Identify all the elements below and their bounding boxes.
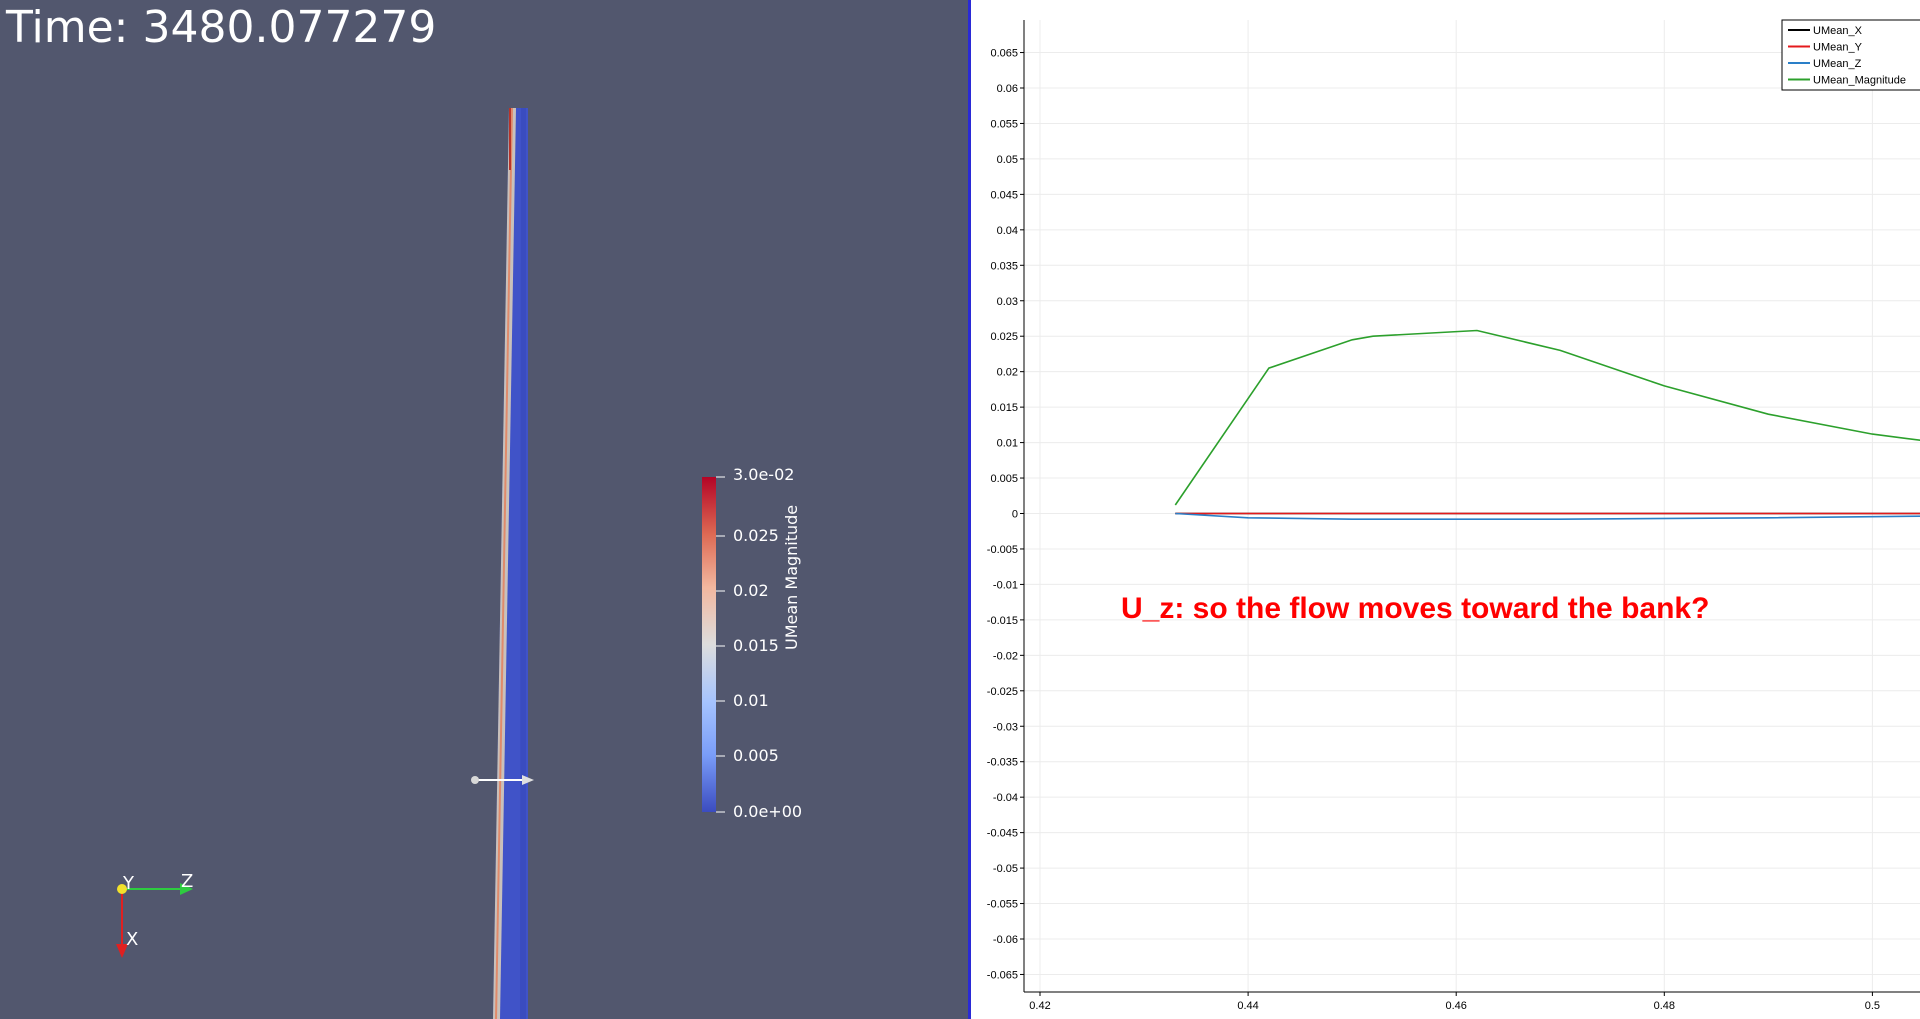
- y-tick-label: -0.005: [987, 544, 1018, 556]
- y-tick-label: -0.035: [987, 757, 1018, 769]
- y-tick-label: 0.025: [990, 331, 1018, 343]
- y-tick-label: 0.02: [997, 367, 1018, 379]
- colorbar-tick-label: 0.025: [733, 526, 779, 545]
- line-chart: 0.065 0.06 0.055 0.05 0.045 0.04 0.035 0.03 0.02…: [987, 19, 1920, 1012]
- series-line-umean_magnitude: [1174, 329, 1920, 506]
- y-tick-label: -0.05: [993, 863, 1018, 875]
- render-view[interactable]: Time: 3480.077279 3.0e-02 0.025 0.02 0.0…: [0, 0, 968, 1019]
- legend-label: UMean_Magnitude: [1813, 75, 1906, 87]
- y-tick-label: -0.02: [993, 650, 1018, 662]
- y-tick-label: 0.045: [990, 189, 1018, 201]
- colorbar-tick-label: 0.02: [733, 581, 769, 600]
- colorbar: [702, 476, 725, 813]
- y-tick-label: -0.045: [987, 828, 1018, 840]
- x-tick-label: 0.42: [1029, 1000, 1050, 1012]
- x-tick-label: 0.5: [1865, 1000, 1880, 1012]
- y-tick-label: 0.01: [997, 438, 1018, 450]
- series-line-umean_z: [1175, 512, 1920, 521]
- y-tick-label: 0.04: [997, 225, 1018, 237]
- probe-line[interactable]: [471, 775, 534, 785]
- y-tick-label: 0.06: [997, 83, 1018, 95]
- channel-domain: [493, 108, 528, 1019]
- y-tick-label: -0.03: [993, 721, 1018, 733]
- legend-label: UMean_Y: [1813, 42, 1863, 54]
- colorbar-tick-label: 0.015: [733, 636, 779, 655]
- y-tick-label: -0.015: [987, 615, 1018, 627]
- y-tick-label: 0.05: [997, 154, 1018, 166]
- y-tick-label: -0.065: [987, 969, 1018, 981]
- colorbar-tick-label: 3.0e-02: [733, 465, 795, 484]
- x-tick-label: 0.46: [1445, 1000, 1466, 1012]
- axis-label-y: Y: [123, 873, 134, 894]
- view-divider[interactable]: [968, 0, 971, 1019]
- colorbar-tick-label: 0.01: [733, 691, 769, 710]
- y-tick-label: -0.04: [993, 792, 1018, 804]
- y-tick-label: 0.03: [997, 296, 1018, 308]
- y-tick-label: -0.025: [987, 686, 1018, 698]
- line-chart-view[interactable]: 0.065 0.06 0.055 0.05 0.045 0.04 0.035 0.03 0.02…: [971, 0, 1920, 1019]
- y-tick-label: 0.055: [990, 118, 1018, 130]
- annotation-text: U_z: so the flow moves toward the bank?: [1121, 592, 1709, 625]
- y-tick-label: 0.065: [990, 48, 1018, 60]
- y-tick-label: -0.06: [993, 934, 1018, 946]
- y-tick-label: -0.055: [987, 899, 1018, 911]
- legend-box: [1781, 19, 1920, 91]
- y-tick-label: 0.005: [990, 473, 1018, 485]
- axis-label-z: Z: [181, 871, 194, 892]
- axis-label-x: X: [126, 929, 139, 950]
- x-tick-label: 0.48: [1654, 1000, 1675, 1012]
- flow-visualization: [116, 108, 725, 1019]
- time-label: Time: 3480.077279: [6, 2, 437, 53]
- legend-label: UMean_Z: [1813, 58, 1862, 70]
- y-tick-label: 0.015: [990, 402, 1018, 414]
- colorbar-title: UMean Magnitude: [782, 504, 801, 650]
- y-tick-label: 0.035: [990, 260, 1018, 272]
- x-tick-label: 0.44: [1237, 1000, 1258, 1012]
- y-tick-label: -0.01: [993, 579, 1018, 591]
- orientation-axes: [116, 883, 193, 958]
- legend-label: UMean_X: [1813, 25, 1863, 37]
- colorbar-tick-label: 0.005: [733, 746, 779, 765]
- colorbar-tick-label: 0.0e+00: [733, 802, 803, 821]
- y-tick-label: 0: [1012, 509, 1018, 521]
